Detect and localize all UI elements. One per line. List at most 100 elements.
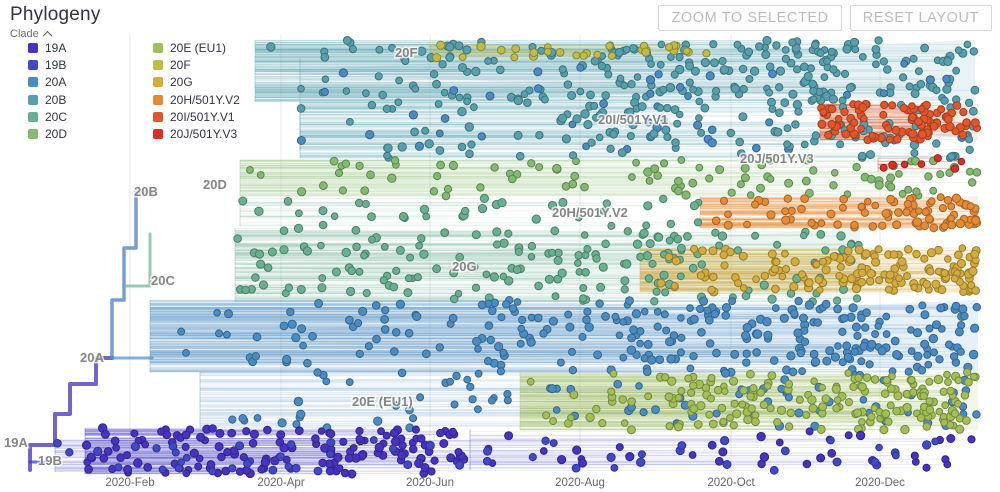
tip-node[interactable] <box>749 384 758 393</box>
tip-node[interactable] <box>287 440 296 449</box>
tip-node[interactable] <box>769 465 779 475</box>
tip-node[interactable] <box>765 88 774 97</box>
tip-node[interactable] <box>599 99 608 109</box>
tip-node[interactable] <box>194 462 203 471</box>
tip-node[interactable] <box>866 174 876 184</box>
legend-toggle[interactable]: Clade <box>10 28 53 41</box>
tip-node[interactable] <box>563 80 573 89</box>
tip-node[interactable] <box>877 346 887 356</box>
tip-node[interactable] <box>65 448 74 457</box>
tip-node[interactable] <box>860 208 870 217</box>
tip-node[interactable] <box>908 102 916 110</box>
tip-node[interactable] <box>864 197 872 206</box>
tip-node[interactable] <box>871 257 881 267</box>
legend-item-19b[interactable]: 19B <box>28 56 140 73</box>
tip-node[interactable] <box>803 71 813 82</box>
tip-node[interactable] <box>904 367 913 376</box>
tip-node[interactable] <box>654 232 664 242</box>
tip-node[interactable] <box>710 309 720 319</box>
tip-node[interactable] <box>857 277 867 287</box>
tip-node[interactable] <box>887 384 896 393</box>
tip-node[interactable] <box>677 387 686 395</box>
tip-node[interactable] <box>874 245 883 254</box>
tip-node[interactable] <box>921 207 930 217</box>
tip-node[interactable] <box>858 268 867 277</box>
tip-node[interactable] <box>552 163 562 174</box>
tip-node[interactable] <box>688 263 698 273</box>
tip-node[interactable] <box>454 41 464 51</box>
tip-node[interactable] <box>640 354 649 363</box>
tip-node[interactable] <box>623 227 632 236</box>
tip-node[interactable] <box>821 265 831 275</box>
tip-node[interactable] <box>567 91 577 100</box>
tip-node[interactable] <box>857 202 866 211</box>
tip-node[interactable] <box>345 378 354 387</box>
tip-node[interactable] <box>801 176 811 186</box>
tip-node[interactable] <box>409 414 418 423</box>
tip-node[interactable] <box>843 246 853 256</box>
tip-node[interactable] <box>392 266 401 275</box>
tip-node[interactable] <box>693 120 703 130</box>
tip-node[interactable] <box>912 187 921 196</box>
tip-node[interactable] <box>448 160 458 171</box>
tip-node[interactable] <box>798 367 806 376</box>
tip-node[interactable] <box>756 431 766 442</box>
tip-node[interactable] <box>805 427 814 436</box>
tip-node[interactable] <box>497 198 507 208</box>
tip-node[interactable] <box>627 80 636 89</box>
tip-node[interactable] <box>553 256 563 265</box>
tip-node[interactable] <box>951 193 962 204</box>
tip-node[interactable] <box>390 156 400 165</box>
tip-node[interactable] <box>182 349 190 357</box>
tip-node[interactable] <box>781 207 790 216</box>
legend-item-19a[interactable]: 19A <box>28 39 140 56</box>
tip-node[interactable] <box>917 129 928 140</box>
tip-node[interactable] <box>465 149 474 159</box>
tip-node[interactable] <box>449 268 459 278</box>
tip-node[interactable] <box>824 130 833 140</box>
tip-node[interactable] <box>796 348 805 358</box>
tip-node[interactable] <box>670 105 680 114</box>
tip-node[interactable] <box>717 231 728 241</box>
tip-node[interactable] <box>775 108 784 117</box>
tip-node[interactable] <box>932 320 941 330</box>
tip-node[interactable] <box>440 88 449 97</box>
tip-node[interactable] <box>317 427 326 435</box>
tip-node[interactable] <box>700 57 711 68</box>
tip-node[interactable] <box>874 36 883 45</box>
zoom-to-selected-button[interactable]: ZOOM TO SELECTED <box>658 5 842 31</box>
tip-node[interactable] <box>130 442 140 452</box>
tip-node[interactable] <box>527 252 536 261</box>
tip-node[interactable] <box>687 388 696 397</box>
tip-node[interactable] <box>408 110 418 120</box>
tip-node[interactable] <box>317 283 327 293</box>
tip-node[interactable] <box>908 112 917 122</box>
tip-node[interactable] <box>639 228 649 238</box>
tip-node[interactable] <box>675 64 685 75</box>
tip-node[interactable] <box>572 445 582 455</box>
tip-node[interactable] <box>659 85 668 94</box>
tip-node[interactable] <box>705 339 715 348</box>
tip-node[interactable] <box>615 443 624 452</box>
tip-node[interactable] <box>644 274 654 283</box>
tip-node[interactable] <box>267 247 277 257</box>
tip-node[interactable] <box>469 262 479 272</box>
tip-node[interactable] <box>892 220 902 230</box>
tip-node[interactable] <box>920 339 930 349</box>
tip-node[interactable] <box>547 200 558 211</box>
tip-node[interactable] <box>707 440 717 450</box>
tip-node[interactable] <box>152 444 161 453</box>
tip-node[interactable] <box>485 91 495 101</box>
tip-node[interactable] <box>578 332 587 341</box>
tip-node[interactable] <box>851 45 860 54</box>
tip-node[interactable] <box>171 448 180 457</box>
tip-node[interactable] <box>833 304 842 314</box>
tip-node[interactable] <box>964 377 973 387</box>
tip-node[interactable] <box>800 231 808 240</box>
tip-node[interactable] <box>968 106 978 116</box>
tip-node[interactable] <box>297 84 305 93</box>
tip-node[interactable] <box>535 163 544 172</box>
tip-node[interactable] <box>246 166 254 174</box>
tip-node[interactable] <box>653 307 662 316</box>
